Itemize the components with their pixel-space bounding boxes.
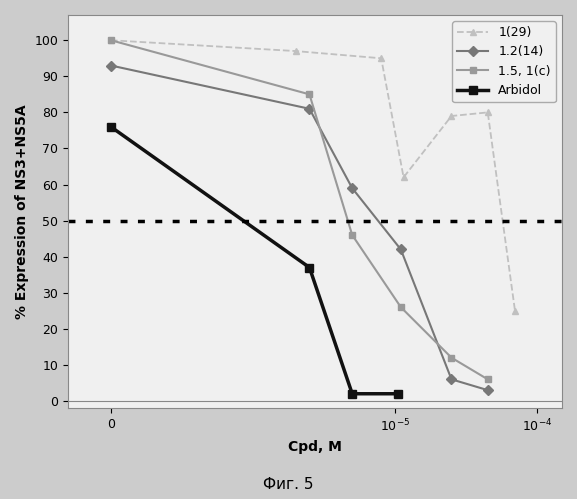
1.5, 1(с): [349, 232, 355, 238]
Arbidol: [349, 391, 355, 397]
1.2(14): [349, 185, 355, 191]
Text: Фиг. 5: Фиг. 5: [263, 477, 314, 492]
1(29): [512, 308, 519, 314]
Arbidol: [395, 391, 402, 397]
1.2(14): [484, 387, 491, 393]
1.5, 1(с): [398, 304, 404, 310]
Y-axis label: % Expression of NS3+NS5A: % Expression of NS3+NS5A: [15, 104, 29, 319]
1(29): [484, 109, 491, 115]
1.2(14): [107, 62, 114, 68]
1(29): [448, 113, 455, 119]
X-axis label: Cpd, M: Cpd, M: [288, 440, 342, 454]
1.2(14): [398, 247, 404, 252]
1.5, 1(с): [107, 37, 114, 43]
1.5, 1(с): [448, 355, 455, 361]
1.5, 1(с): [484, 376, 491, 382]
Line: 1.2(14): 1.2(14): [107, 62, 491, 394]
Legend: 1(29), 1.2(14), 1.5, 1(с), Arbidol: 1(29), 1.2(14), 1.5, 1(с), Arbidol: [452, 21, 556, 102]
Arbidol: [107, 124, 114, 130]
1.5, 1(с): [306, 91, 313, 97]
1(29): [107, 37, 114, 43]
Line: Arbidol: Arbidol: [107, 123, 402, 398]
1(29): [378, 55, 385, 61]
Line: 1(29): 1(29): [107, 37, 519, 314]
Arbidol: [306, 264, 313, 270]
1(29): [292, 48, 299, 54]
Line: 1.5, 1(с): 1.5, 1(с): [107, 37, 491, 383]
1.2(14): [306, 106, 313, 112]
1(29): [400, 174, 407, 180]
1.2(14): [448, 376, 455, 382]
